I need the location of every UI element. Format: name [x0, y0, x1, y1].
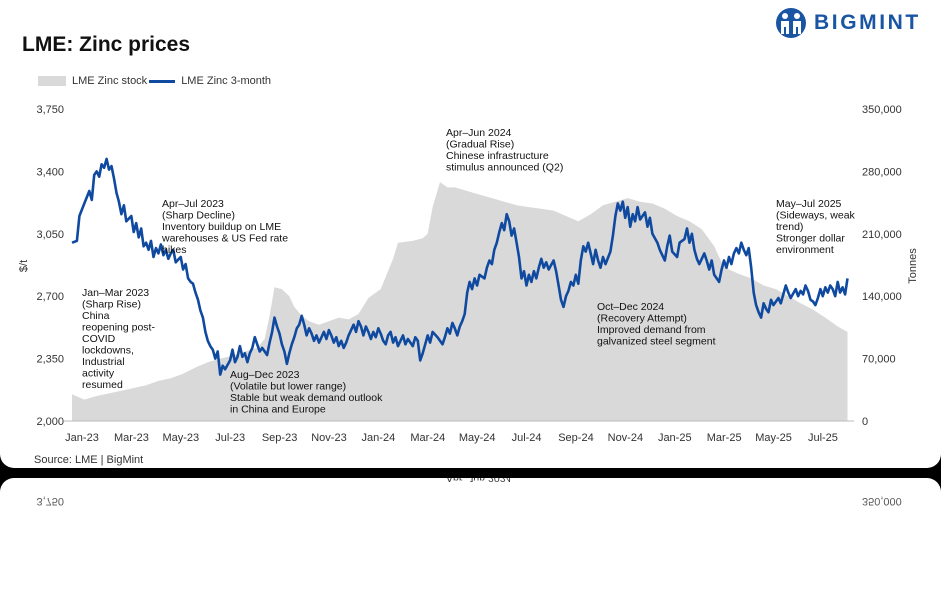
legend-swatch-price — [149, 79, 176, 83]
legend-label-price: LME Zinc 3-month — [181, 75, 272, 87]
annotation-line: (Volatile but lower range) — [230, 381, 346, 393]
annotation-line: (Recovery Attempt) — [597, 313, 687, 325]
y2-tick-label: 140,000 — [862, 291, 902, 303]
x-tick-label: Jan-25 — [658, 432, 692, 444]
y2-tick-label: 0 — [862, 416, 868, 428]
annotation-line: trend) — [776, 221, 803, 233]
annotation-line: Inventory buildup on LME — [162, 221, 281, 233]
y-tick-label: 3,400 — [36, 166, 64, 178]
x-tick-label: Mar-25 — [707, 432, 742, 444]
annotation-line: Improved demand from — [597, 324, 706, 336]
x-tick-label: Jul-25 — [808, 432, 838, 444]
annotation-line: galvanized steel segment — [597, 336, 716, 348]
annotation-line: Oct–Dec 2024 — [597, 301, 664, 313]
x-tick-label: May-24 — [459, 432, 496, 444]
annotation-apr-jun-2024: Apr–Jun 2024(Gradual Rise)Chinese infras… — [446, 127, 563, 174]
x-tick-label: Nov-24 — [608, 432, 643, 444]
y2-tick-label: 210,000 — [862, 229, 902, 241]
annotation-line: Apr–Jul 2023 — [162, 198, 224, 210]
annotation-aug-dec-2023: Aug–Dec 2023(Volatile but lower range)St… — [230, 369, 383, 416]
x-tick-label: Sep-24 — [558, 432, 593, 444]
annotation-line: activity — [82, 368, 115, 380]
annotation-line: (Sharp Decline) — [162, 210, 235, 222]
x-tick-label: Jan-24 — [362, 432, 396, 444]
annotation-apr-jul-2023: Apr–Jul 2023 (Sharp Decline)Inventory bu… — [161, 198, 288, 256]
annotation-line: Chinese infrastructure — [446, 150, 549, 162]
brand-logo[interactable]: BIGMINT — [776, 6, 921, 40]
legend-item-price: LME Zinc 3-month — [147, 75, 271, 87]
y-tick-label: 3,050 — [36, 229, 64, 241]
annotation-line: COVID — [82, 333, 116, 345]
annotation-line: hikes — [162, 244, 187, 256]
chart-legend: LME Zinc stock LME Zinc 3-month — [38, 75, 271, 87]
annotation-line: (Sharp Rise) — [82, 299, 141, 311]
annotation-line: Industrial — [82, 356, 125, 368]
annotation-line: stimulus announced (Q2) — [446, 162, 563, 174]
y2-tick-label: 350,000 — [862, 104, 902, 116]
x-tick-label: May-25 — [755, 432, 792, 444]
chart-card: LME: Zinc prices BIGMINT LME Zinc stock … — [0, 0, 941, 468]
annotation-line: reopening post- — [82, 322, 155, 334]
annotation-line: (Gradual Rise) — [446, 139, 514, 151]
annotation-line: China — [82, 310, 110, 322]
source-note: Source: LME | BigMint — [34, 454, 144, 466]
chart-title: LME: Zinc prices — [22, 33, 191, 56]
annotation-line: Apr–Jun 2024 — [446, 127, 512, 139]
x-tick-label: Jul-23 — [215, 432, 245, 444]
x-tick-label: May-23 — [162, 432, 199, 444]
price-line — [71, 157, 849, 376]
y-tick-label: 2,350 — [36, 354, 64, 366]
annotation-line: Aug–Dec 2023 — [230, 369, 300, 381]
annotation-oct-dec-2024: Oct–Dec 2024(Recovery Attempt)Improved d… — [597, 301, 716, 348]
x-tick-label: Nov-23 — [311, 432, 346, 444]
reflection: 3,7503,4003,0502,7002,3502,000350,000280… — [0, 478, 941, 611]
annotation-may-jul-2025: May–Jul 2025(Sideways, weaktrend)Stronge… — [776, 198, 856, 256]
y-tick-label: 3,750 — [36, 104, 64, 116]
y-tick-label: 2,700 — [36, 291, 64, 303]
x-tick-label: Jul-24 — [512, 432, 542, 444]
y-axis-label: $/t — [18, 260, 30, 272]
x-tick-label: Jan-23 — [65, 432, 99, 444]
annotation-line: in China and Europe — [230, 404, 326, 416]
bigmint-people-icon — [776, 8, 806, 38]
reflection-fade — [0, 478, 941, 611]
legend-swatch-stock — [38, 76, 66, 86]
stock-area — [72, 182, 848, 421]
brand-name: BIGMINT — [814, 11, 921, 34]
annotation-line: (Sideways, weak — [776, 210, 856, 222]
y-tick-label: 2,000 — [36, 416, 64, 428]
x-tick-label: Mar-24 — [410, 432, 445, 444]
y2-tick-label: 280,000 — [862, 166, 902, 178]
legend-label-stock: LME Zinc stock — [72, 75, 148, 87]
annotation-line: Stable but weak demand outlook — [230, 392, 383, 404]
annotation-line: resumed — [82, 379, 123, 391]
y2-tick-label: 70,000 — [862, 354, 896, 366]
annotation-line: Stronger dollar — [776, 233, 845, 245]
annotation-line: Jan–Mar 2023 — [82, 287, 149, 299]
annotation-line: warehouses & US Fed rate — [161, 233, 288, 245]
x-tick-label: Mar-23 — [114, 432, 149, 444]
annotation-line: lockdowns, — [82, 345, 134, 357]
legend-item-stock: LME Zinc stock — [38, 75, 147, 87]
x-tick-label: Sep-23 — [262, 432, 297, 444]
zinc-price-chart: 3,750 3,400 3,050 2,700 2,350 2,000 350,000 280… — [18, 104, 919, 444]
y2-axis-label: Tonnes — [907, 248, 919, 284]
annotation-line: May–Jul 2025 — [776, 198, 842, 210]
annotation-line: environment — [776, 244, 834, 256]
